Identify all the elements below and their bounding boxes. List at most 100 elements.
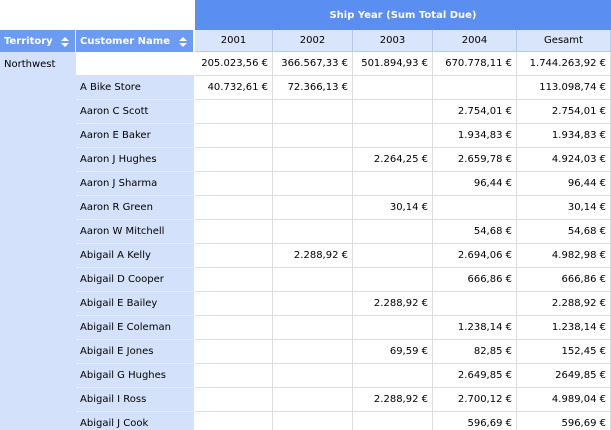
value-cell bbox=[353, 268, 433, 292]
value-cell: 72.366,13 € bbox=[273, 76, 353, 100]
value-cell bbox=[273, 292, 353, 316]
value-cell bbox=[273, 340, 353, 364]
column-label: 2002 bbox=[273, 30, 353, 52]
sort-icon[interactable] bbox=[179, 37, 187, 47]
value-cell bbox=[433, 76, 517, 100]
value-cell bbox=[273, 388, 353, 412]
value-cell: 4.989,04 € bbox=[517, 388, 611, 412]
value-cell: 666,86 € bbox=[517, 268, 611, 292]
value-cell: 1.934,83 € bbox=[433, 124, 517, 148]
column-header: Ship Year (Sum Total Due) bbox=[195, 0, 611, 30]
column-label: Gesamt bbox=[517, 30, 611, 52]
value-cell: 2.288,92 € bbox=[273, 244, 353, 268]
customer: A Bike Store bbox=[76, 76, 194, 100]
value-cell: 2.754,01 € bbox=[517, 100, 611, 124]
value-cell bbox=[195, 100, 273, 124]
value-cell bbox=[273, 148, 353, 172]
row-header-label: Territory bbox=[4, 35, 53, 47]
value-cell: 1.238,14 € bbox=[433, 316, 517, 340]
value-cell: 113.098,74 € bbox=[517, 76, 611, 100]
value-cell bbox=[433, 292, 517, 316]
value-cell bbox=[353, 124, 433, 148]
value-cell bbox=[353, 100, 433, 124]
value-cell: 2.288,92 € bbox=[517, 292, 611, 316]
value-cell bbox=[433, 196, 517, 220]
customer: Abigail E Bailey bbox=[76, 292, 194, 316]
value-cell: 96,44 € bbox=[433, 172, 517, 196]
customer: Aaron W Mitchell bbox=[76, 220, 194, 244]
sort-icon[interactable] bbox=[61, 37, 69, 47]
value-cell bbox=[273, 172, 353, 196]
value-cell bbox=[195, 196, 273, 220]
value-cell: 4.982,98 € bbox=[517, 244, 611, 268]
value-cell bbox=[195, 244, 273, 268]
value-cell: 1.934,83 € bbox=[517, 124, 611, 148]
value-cell: 2.754,01 € bbox=[433, 100, 517, 124]
value-cell: 2.700,12 € bbox=[433, 388, 517, 412]
value-cell: 30,14 € bbox=[353, 196, 433, 220]
value-cell: 82,85 € bbox=[433, 340, 517, 364]
value-cell: 40.732,61 € bbox=[195, 76, 273, 100]
value-cell: 205.023,56 € bbox=[195, 52, 273, 76]
customer: Abigail A Kelly bbox=[76, 244, 194, 268]
value-cell: 666,86 € bbox=[433, 268, 517, 292]
value-cell bbox=[353, 76, 433, 100]
value-cell bbox=[195, 148, 273, 172]
customer: Aaron R Green bbox=[76, 196, 194, 220]
value-cell: 1.744.263,92 € bbox=[517, 52, 611, 76]
customer: Abigail I Ross bbox=[76, 388, 194, 412]
value-cell bbox=[195, 220, 273, 244]
value-cell bbox=[353, 316, 433, 340]
value-cell bbox=[353, 172, 433, 196]
value-cell bbox=[273, 100, 353, 124]
customer: Aaron C Scott bbox=[76, 100, 194, 124]
value-cell bbox=[195, 412, 273, 430]
territory: Northwest bbox=[4, 58, 56, 70]
value-cell bbox=[195, 364, 273, 388]
customer: Abigail E Jones bbox=[76, 340, 194, 364]
customer: Aaron J Sharma bbox=[76, 172, 194, 196]
customer: Abigail E Coleman bbox=[76, 316, 194, 340]
row-header-label: Customer Name bbox=[80, 35, 170, 47]
value-cell: 2.659,78 € bbox=[433, 148, 517, 172]
value-cell bbox=[273, 268, 353, 292]
value-cell bbox=[273, 220, 353, 244]
customer: Abigail D Cooper bbox=[76, 268, 194, 292]
column-label: 2004 bbox=[433, 30, 517, 52]
value-cell: 30,14 € bbox=[517, 196, 611, 220]
customer: Aaron J Hughes bbox=[76, 148, 194, 172]
value-cell bbox=[195, 172, 273, 196]
value-cell bbox=[353, 220, 433, 244]
value-cell bbox=[353, 364, 433, 388]
value-cell: 69,59 € bbox=[353, 340, 433, 364]
value-cell bbox=[273, 412, 353, 430]
column-label: 2001 bbox=[195, 30, 273, 52]
value-cell: 152,45 € bbox=[517, 340, 611, 364]
value-cell: 596,69 € bbox=[433, 412, 517, 430]
value-cell: 670.778,11 € bbox=[433, 52, 517, 76]
value-cell: 54,68 € bbox=[433, 220, 517, 244]
value-cell bbox=[195, 268, 273, 292]
customer: Abigail G Hughes bbox=[76, 364, 194, 388]
value-cell: 366.567,33 € bbox=[273, 52, 353, 76]
value-cell: 2.694,06 € bbox=[433, 244, 517, 268]
value-cell bbox=[195, 292, 273, 316]
customer: Aaron E Baker bbox=[76, 124, 194, 148]
value-cell: 2649,85 € bbox=[517, 364, 611, 388]
value-cell: 2.288,92 € bbox=[353, 388, 433, 412]
territory-column bbox=[0, 52, 76, 430]
value-cell: 4.924,03 € bbox=[517, 148, 611, 172]
value-cell bbox=[353, 244, 433, 268]
customer bbox=[76, 52, 194, 76]
value-cell: 2.288,92 € bbox=[353, 292, 433, 316]
customer: Abigail J Cook bbox=[76, 412, 194, 430]
value-cell: 2.649,85 € bbox=[433, 364, 517, 388]
row-header[interactable]: Territory bbox=[0, 30, 76, 52]
row-header[interactable]: Customer Name bbox=[76, 30, 194, 52]
value-cell bbox=[195, 316, 273, 340]
value-cell: 1.238,14 € bbox=[517, 316, 611, 340]
value-cell bbox=[273, 196, 353, 220]
value-cell bbox=[273, 316, 353, 340]
value-cell: 96,44 € bbox=[517, 172, 611, 196]
